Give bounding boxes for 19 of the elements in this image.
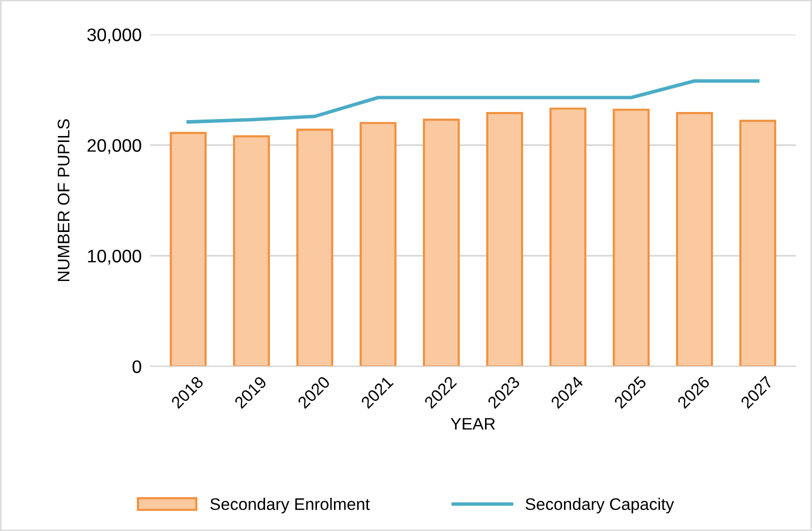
bar xyxy=(170,132,207,366)
line-series xyxy=(186,79,760,124)
y-axis-title: NUMBER OF PUPILS xyxy=(58,119,70,282)
legend-label: Secondary Enrolment xyxy=(210,498,370,514)
y-tick-label: 30,000 xyxy=(87,28,142,44)
bar xyxy=(422,118,460,366)
bar xyxy=(233,135,270,366)
bar xyxy=(360,122,397,366)
bar xyxy=(739,120,776,366)
bar xyxy=(549,108,586,366)
y-tick-label: 0 xyxy=(132,360,142,374)
legend-label: Secondary Capacity xyxy=(526,498,674,514)
y-tick-label: 20,000 xyxy=(88,139,142,154)
x-axis-title: YEAR xyxy=(450,418,495,430)
y-tick-label: 10,000 xyxy=(88,250,142,265)
bar xyxy=(676,112,713,366)
bar xyxy=(486,112,524,366)
bar xyxy=(612,108,650,366)
bar xyxy=(296,128,334,366)
